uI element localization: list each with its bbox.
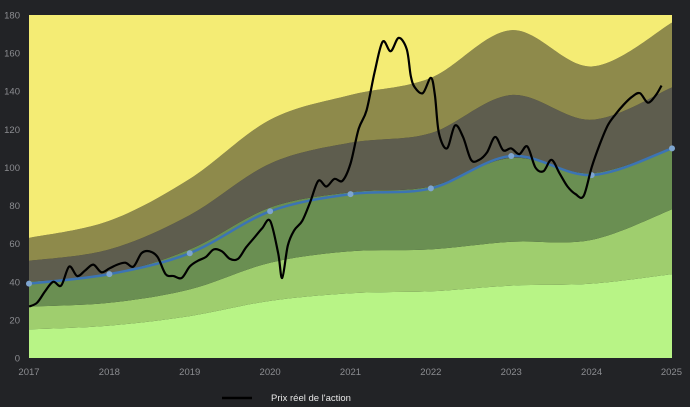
y-tick-label-2: 40 [9, 277, 20, 288]
legend-label-price: Prix réel de l'action [271, 393, 351, 404]
model-series [26, 145, 675, 287]
y-tick-label-8: 160 [4, 49, 20, 60]
y-tick-label-6: 120 [4, 125, 20, 136]
x-tick-label-2: 2019 [179, 367, 200, 378]
y-tick-label-3: 60 [9, 239, 20, 250]
x-tick-label-1: 2018 [99, 367, 120, 378]
band-3 [29, 87, 672, 282]
band-4 [29, 22, 672, 261]
x-tick-label-7: 2024 [581, 367, 602, 378]
x-tick-label-8: 2025 [661, 367, 682, 378]
x-axis: 2017 2018 2019 2020 2021 2022 2023 2024 2025 [18, 367, 682, 378]
x-tick-label-5: 2022 [420, 367, 441, 378]
y-tick-label-9: 180 [4, 11, 20, 22]
model-point-5 [427, 185, 434, 192]
y-tick-label-5: 100 [4, 163, 20, 174]
x-tick-label-4: 2021 [340, 367, 361, 378]
model-point-4 [347, 191, 354, 198]
x-tick-label-6: 2023 [501, 367, 522, 378]
x-tick-label-0: 2017 [18, 367, 39, 378]
band-0 [29, 274, 672, 358]
band-1 [29, 209, 672, 330]
y-tick-label-0: 0 [15, 354, 20, 365]
price-line [28, 36, 663, 308]
y-tick-label-1: 20 [9, 315, 20, 326]
x-tick-label-3: 2020 [260, 367, 281, 378]
y-axis: 0 20 40 60 80 100 120 140 160 180 [4, 11, 20, 365]
band-5 [29, 15, 672, 238]
model-point-1 [106, 271, 113, 278]
price-series [28, 36, 663, 308]
y-tick-label-7: 140 [4, 87, 20, 98]
y-tick-label-4: 80 [9, 201, 20, 212]
model-point-2 [186, 250, 193, 257]
model-point-8 [669, 145, 675, 152]
legend: Prix réel de l'action [222, 393, 351, 404]
model-point-0 [26, 280, 32, 287]
model-point-6 [508, 153, 515, 160]
forecast-bands [29, 15, 672, 358]
model-point-3 [267, 208, 274, 215]
